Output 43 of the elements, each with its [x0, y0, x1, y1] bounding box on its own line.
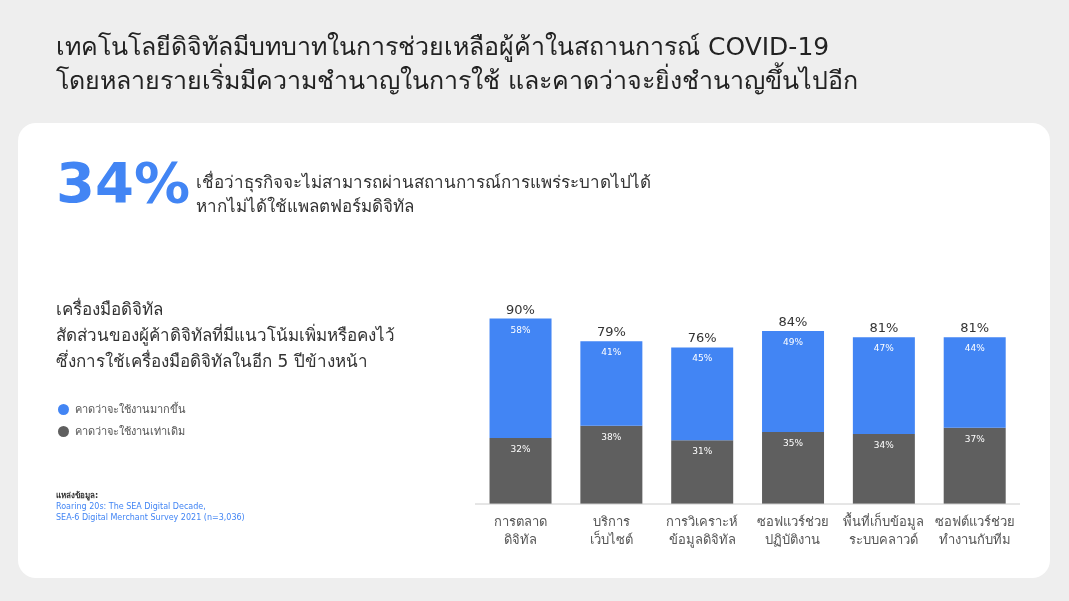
x-tick-label: ซอฟแวร์ช่วย ปฏิบัติงาน [756, 514, 829, 547]
bar [489, 318, 552, 439]
data-label: 58% [510, 324, 531, 335]
text: เครื่องมือดิจิทัล สัดส่วนของผู้ค้าดิจิทัลที่มีแนวโน้มเพิ่มหรือคงไว้ ซึ่งการใช้เครื่องมือดิจิทัลในอีก 5 ปีข้างหน้า [56, 296, 395, 373]
data-label: 31% [692, 446, 713, 457]
data-label: 44% [964, 343, 986, 354]
legend-label: คาดว่าจะใช้งานมากขึ้น [74, 401, 186, 418]
data-label: 35% [783, 437, 804, 448]
data-label: 34% [873, 439, 895, 450]
total-label: 84% [778, 313, 808, 329]
chart-title: เทคโนโลยีดิจิทัลมีบทบาทในการช่วยเหลือผู้ค้าในสถานการณ์ COVID-19 โดยหลายรายเริ่มมีความชำนาญในการใช้ และคาดว่าจะยิ่งชำนาญขึ้นไปอีก [56, 31, 858, 97]
total-label: 90% [506, 301, 535, 317]
legend-label: คาดว่าจะใช้งานเท่าเดิม [74, 424, 186, 440]
text: 34% [56, 150, 191, 215]
data-label: 37% [964, 433, 986, 444]
bar [762, 431, 825, 504]
x-tick-label: พื้นที่เก็บข้อมูล ระบบคลาวด์ [843, 512, 925, 547]
total-label: 79% [596, 324, 626, 340]
x-tick-label: การตลาด ดิจิทัล [493, 514, 547, 547]
data-label: 45% [692, 353, 713, 364]
data-label: 32% [510, 444, 531, 455]
bar [671, 347, 734, 441]
bar [489, 438, 552, 504]
x-tick-label: บริการ เว็บไซต์ [589, 514, 633, 547]
bar [671, 440, 734, 504]
total-label: 81% [869, 320, 899, 336]
bar [943, 337, 1006, 428]
text: เชื่อว่าธุรกิจจะไม่สามารถผ่านสถานการณ์การแพร่ระบาดไปได้ หากไม่ได้ใช้แพลตฟอร์มดิจิทัล [196, 170, 651, 218]
data-label: 49% [783, 336, 804, 347]
bar [580, 341, 643, 426]
x-tick-label: ซอฟต์แวร์ช่วย ทำงานกับทีม [934, 514, 1015, 547]
bar [852, 433, 915, 504]
x-tick-label: การวิเคราะห์ ข้อมูลดิจิทัล [666, 514, 739, 548]
bar [762, 330, 825, 432]
bar [943, 427, 1006, 504]
text: แหล่งข้อมูล: Roaring 20s: The SEA Digital Decade, SEA-6 Digital Merchant Survey 2021 (n=3,036) [56, 490, 245, 523]
data-label: 47% [873, 343, 895, 354]
total-label: 76% [687, 330, 717, 346]
bar [852, 337, 915, 434]
total-label: 81% [960, 320, 990, 336]
bar [580, 425, 643, 504]
data-label: 38% [601, 431, 622, 442]
data-label: 41% [601, 347, 622, 358]
